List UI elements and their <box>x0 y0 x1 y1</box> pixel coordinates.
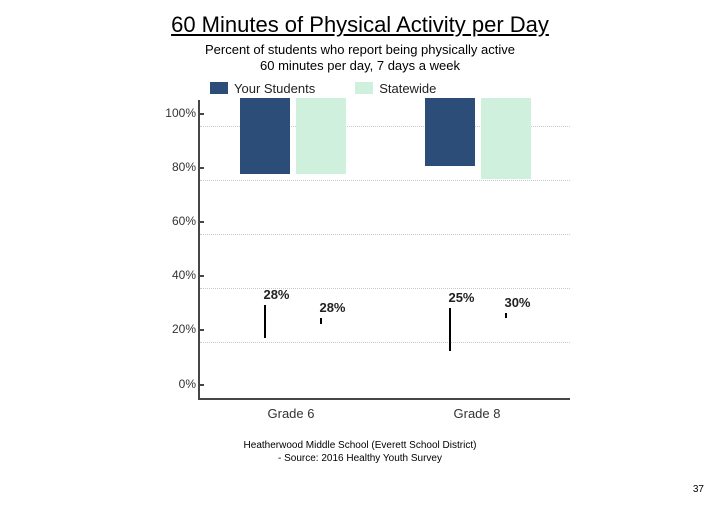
y-tick: 80% <box>152 160 196 174</box>
y-tick: 40% <box>152 268 196 282</box>
error-bar <box>320 318 322 323</box>
y-tick: 20% <box>152 322 196 336</box>
subtitle-line2: 60 minutes per day, 7 days a week <box>260 58 460 73</box>
bar <box>481 98 531 180</box>
bar-column: 30% <box>481 98 531 398</box>
legend-swatch-your-students <box>210 82 228 94</box>
legend-item-statewide: Statewide <box>355 81 436 96</box>
bar-value-label: 30% <box>504 295 530 310</box>
x-axis-label: Grade 8 <box>384 400 570 421</box>
footer-school: Heatherwood Middle School (Everett Schoo… <box>244 440 477 451</box>
subtitle: Percent of students who report being phy… <box>0 42 720 75</box>
bar <box>240 98 290 174</box>
bar-wrap <box>296 98 346 174</box>
subtitle-line1: Percent of students who report being phy… <box>205 42 515 57</box>
footer: Heatherwood Middle School (Everett Schoo… <box>0 439 720 465</box>
bar-value-label: 25% <box>448 290 474 305</box>
slide: 60 Minutes of Physical Activity per Day … <box>0 0 720 511</box>
bar-groups: 28% 28% 25% 30% <box>200 100 570 398</box>
bar-wrap <box>481 98 531 180</box>
bar-value-label: 28% <box>319 300 345 315</box>
y-tick: 100% <box>152 106 196 120</box>
x-axis-labels: Grade 6Grade 8 <box>198 400 570 421</box>
bar-wrap <box>425 98 475 166</box>
error-bar <box>449 308 451 352</box>
chart: Your Students Statewide 0% 20% 40% 60% 80% 10… <box>150 81 570 421</box>
legend: Your Students Statewide <box>210 81 570 96</box>
page-title: 60 Minutes of Physical Activity per Day <box>0 12 720 38</box>
legend-item-your-students: Your Students <box>210 81 315 96</box>
x-axis-label: Grade 6 <box>198 400 384 421</box>
bar-group: 28% 28% <box>200 100 385 398</box>
plot-area: 0%20%40%60%80%100%28%28%25%30% <box>198 100 570 400</box>
error-bar <box>505 313 507 318</box>
bar-group: 25% 30% <box>385 100 570 398</box>
y-tick: 0% <box>152 377 196 391</box>
bar-wrap <box>240 98 290 174</box>
error-bar <box>264 305 266 338</box>
legend-swatch-statewide <box>355 82 373 94</box>
footer-source: - Source: 2016 Healthy Youth Survey <box>278 453 442 464</box>
bar-value-label: 28% <box>263 287 289 302</box>
page-number: 37 <box>693 484 704 495</box>
legend-label-statewide: Statewide <box>379 81 436 96</box>
bar-column: 28% <box>240 98 290 398</box>
bar-column: 25% <box>425 98 475 398</box>
y-tick: 60% <box>152 214 196 228</box>
bar <box>425 98 475 166</box>
legend-label-your-students: Your Students <box>234 81 315 96</box>
bar-column: 28% <box>296 98 346 398</box>
bar <box>296 98 346 174</box>
